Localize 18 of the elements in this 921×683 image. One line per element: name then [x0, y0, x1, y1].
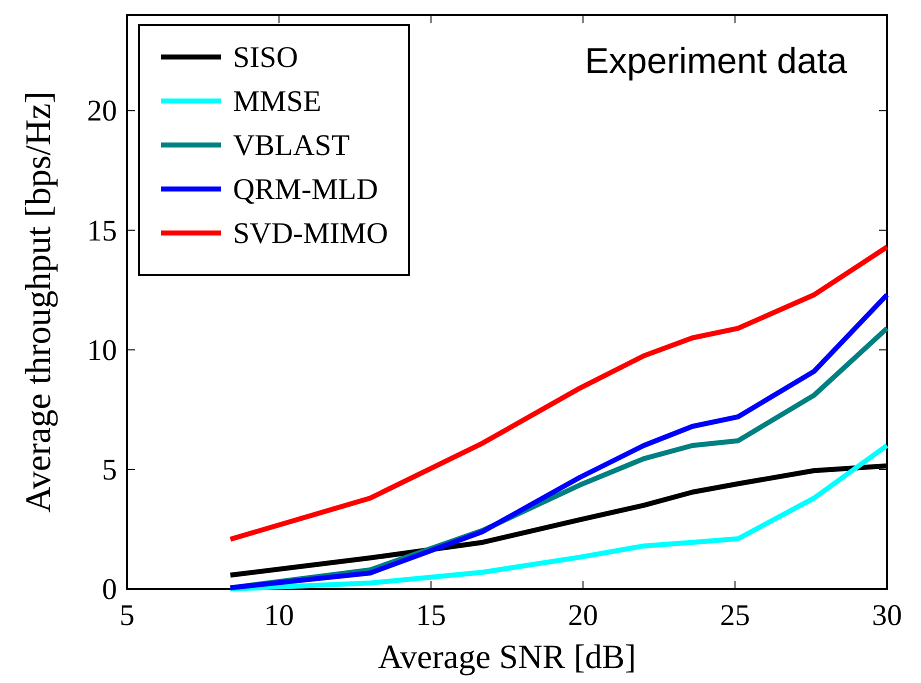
x-axis-title: Average SNR [dB]: [378, 639, 636, 676]
y-tick-label: 20: [87, 94, 117, 128]
x-tick-label: 30: [872, 599, 902, 632]
y-tick-label: 0: [102, 573, 117, 606]
legend-label: MMSE: [233, 85, 322, 118]
legend-label: VBLAST: [233, 129, 350, 162]
y-tick-label: 15: [87, 214, 117, 248]
x-tick-label: 20: [568, 599, 598, 632]
legend-label: SVD-MIMO: [233, 217, 388, 250]
legend-label: QRM-MLD: [233, 173, 378, 206]
x-tick-label: 10: [264, 599, 294, 632]
annotation: Experiment data: [584, 40, 848, 81]
legend-label: SISO: [233, 41, 298, 74]
x-tick-label: 15: [416, 599, 446, 632]
y-tick-label: 5: [102, 453, 117, 486]
y-tick-label: 10: [87, 334, 117, 367]
y-axis-title: Average throughput [bps/Hz]: [18, 91, 58, 513]
x-tick-label: 25: [720, 599, 750, 632]
